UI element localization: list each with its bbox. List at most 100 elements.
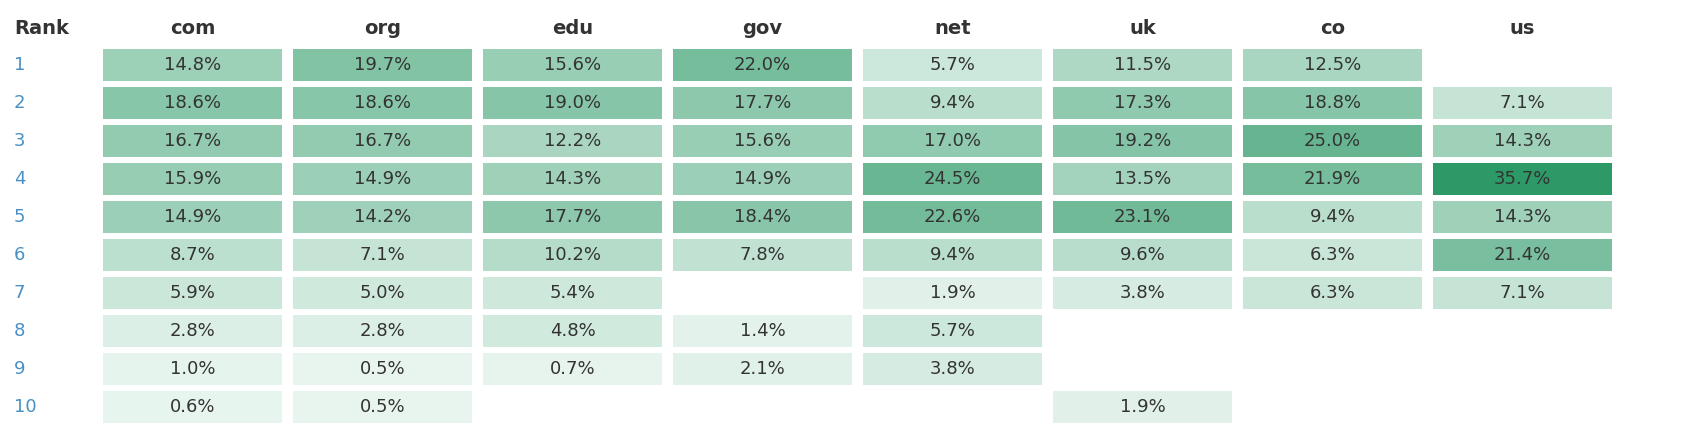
- Text: 1.9%: 1.9%: [928, 284, 976, 302]
- Text: co: co: [1319, 19, 1344, 39]
- Text: 13.5%: 13.5%: [1113, 170, 1171, 188]
- Bar: [1243, 49, 1421, 81]
- Text: 14.3%: 14.3%: [543, 170, 600, 188]
- Text: 18.6%: 18.6%: [163, 94, 220, 112]
- Text: 18.8%: 18.8%: [1304, 94, 1361, 112]
- Text: 22.6%: 22.6%: [923, 208, 981, 226]
- Text: 14.8%: 14.8%: [163, 56, 220, 74]
- Text: 1: 1: [13, 56, 25, 74]
- Text: 12.2%: 12.2%: [543, 132, 600, 150]
- Bar: [483, 239, 661, 271]
- Bar: [1243, 201, 1421, 233]
- Bar: [673, 125, 851, 157]
- Text: 21.4%: 21.4%: [1494, 246, 1551, 264]
- Text: 5.7%: 5.7%: [928, 56, 976, 74]
- Bar: [483, 277, 661, 309]
- Text: 3.8%: 3.8%: [1119, 284, 1164, 302]
- Text: 3: 3: [13, 132, 25, 150]
- Bar: [293, 391, 471, 423]
- Text: 21.9%: 21.9%: [1304, 170, 1361, 188]
- Text: 7.1%: 7.1%: [1499, 284, 1544, 302]
- Text: org: org: [363, 19, 400, 39]
- Bar: [1053, 87, 1231, 119]
- Text: 15.6%: 15.6%: [543, 56, 600, 74]
- Text: uk: uk: [1129, 19, 1156, 39]
- Text: 1.0%: 1.0%: [170, 360, 215, 378]
- Bar: [1243, 239, 1421, 271]
- Bar: [103, 49, 283, 81]
- Text: 0.7%: 0.7%: [550, 360, 595, 378]
- Text: 17.3%: 17.3%: [1113, 94, 1171, 112]
- Text: Rank: Rank: [13, 19, 69, 39]
- Bar: [1053, 163, 1231, 195]
- Bar: [1053, 49, 1231, 81]
- Text: com: com: [170, 19, 215, 39]
- Bar: [673, 239, 851, 271]
- Text: 25.0%: 25.0%: [1304, 132, 1361, 150]
- Bar: [1243, 277, 1421, 309]
- Text: 24.5%: 24.5%: [923, 170, 981, 188]
- Text: 23.1%: 23.1%: [1113, 208, 1171, 226]
- Bar: [103, 163, 283, 195]
- Bar: [293, 315, 471, 347]
- Text: 10.2%: 10.2%: [543, 246, 600, 264]
- Text: 7.8%: 7.8%: [738, 246, 785, 264]
- Text: 15.9%: 15.9%: [163, 170, 220, 188]
- Text: gov: gov: [742, 19, 782, 39]
- Bar: [863, 239, 1041, 271]
- Text: 2.1%: 2.1%: [738, 360, 785, 378]
- Bar: [483, 353, 661, 385]
- Text: 19.0%: 19.0%: [543, 94, 600, 112]
- Bar: [1053, 125, 1231, 157]
- Text: 2: 2: [13, 94, 25, 112]
- Text: us: us: [1509, 19, 1534, 39]
- Text: 4.8%: 4.8%: [550, 322, 595, 340]
- Bar: [1431, 163, 1611, 195]
- Text: 19.7%: 19.7%: [353, 56, 410, 74]
- Text: 9.4%: 9.4%: [928, 246, 976, 264]
- Text: 1.9%: 1.9%: [1119, 398, 1164, 416]
- Text: 5.7%: 5.7%: [928, 322, 976, 340]
- Text: net: net: [934, 19, 971, 39]
- Bar: [1431, 125, 1611, 157]
- Bar: [483, 49, 661, 81]
- Bar: [293, 125, 471, 157]
- Text: 35.7%: 35.7%: [1494, 170, 1551, 188]
- Text: 5.0%: 5.0%: [360, 284, 405, 302]
- Bar: [863, 125, 1041, 157]
- Text: 14.3%: 14.3%: [1494, 132, 1551, 150]
- Text: 12.5%: 12.5%: [1304, 56, 1361, 74]
- Text: 5: 5: [13, 208, 25, 226]
- Text: 0.5%: 0.5%: [360, 360, 405, 378]
- Bar: [103, 201, 283, 233]
- Bar: [293, 239, 471, 271]
- Bar: [1431, 201, 1611, 233]
- Bar: [1431, 87, 1611, 119]
- Text: 2.8%: 2.8%: [360, 322, 405, 340]
- Text: 2.8%: 2.8%: [170, 322, 215, 340]
- Bar: [863, 277, 1041, 309]
- Text: 9.4%: 9.4%: [1309, 208, 1354, 226]
- Text: 14.2%: 14.2%: [353, 208, 410, 226]
- Bar: [1243, 163, 1421, 195]
- Text: 17.7%: 17.7%: [733, 94, 791, 112]
- Bar: [863, 353, 1041, 385]
- Text: 14.9%: 14.9%: [353, 170, 410, 188]
- Bar: [1243, 125, 1421, 157]
- Text: 1.4%: 1.4%: [738, 322, 785, 340]
- Bar: [483, 125, 661, 157]
- Bar: [483, 315, 661, 347]
- Text: 7.1%: 7.1%: [360, 246, 405, 264]
- Bar: [293, 163, 471, 195]
- Bar: [103, 391, 283, 423]
- Bar: [1431, 239, 1611, 271]
- Text: 18.6%: 18.6%: [353, 94, 410, 112]
- Text: 0.6%: 0.6%: [170, 398, 215, 416]
- Bar: [293, 353, 471, 385]
- Text: 8.7%: 8.7%: [170, 246, 215, 264]
- Bar: [673, 163, 851, 195]
- Text: 16.7%: 16.7%: [353, 132, 410, 150]
- Bar: [103, 353, 283, 385]
- Text: 17.0%: 17.0%: [923, 132, 981, 150]
- Bar: [483, 163, 661, 195]
